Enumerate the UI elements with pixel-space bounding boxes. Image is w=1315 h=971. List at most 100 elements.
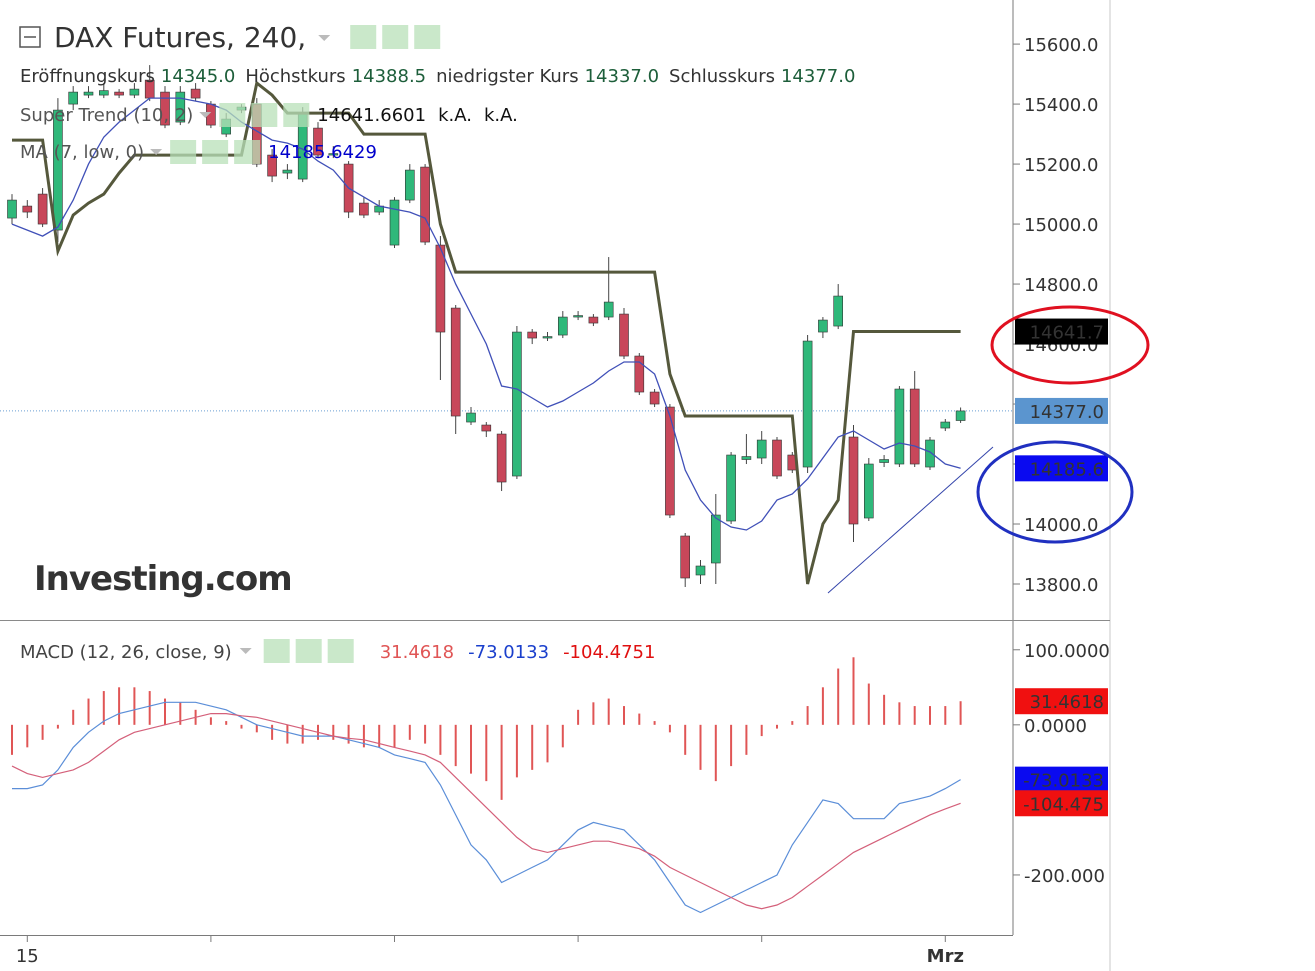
candle-body xyxy=(267,154,277,177)
indicator-value: 14185.6429 xyxy=(268,142,377,163)
ohlc-label: niedrigster Kurs xyxy=(436,66,578,87)
indicator-name: MA (7, low, 0) xyxy=(20,142,144,163)
macd-value: -104.4751 xyxy=(563,642,655,663)
candle-body xyxy=(756,439,767,459)
candle-body xyxy=(435,244,446,333)
last-value-box xyxy=(1015,397,1108,424)
indicator-button[interactable] xyxy=(327,639,354,663)
indicator-button[interactable] xyxy=(202,140,229,164)
candle-body xyxy=(680,535,691,579)
indicator-value: k.A. xyxy=(484,105,518,126)
indicator-name: Super Trend (10, 2) xyxy=(20,105,193,126)
candle-body xyxy=(190,88,201,99)
candle-body xyxy=(894,388,905,465)
last-value-label: 14377.0 xyxy=(1030,402,1104,423)
dropdown-arrow[interactable] xyxy=(150,149,163,155)
candle-body xyxy=(603,301,614,318)
highlight-ellipse xyxy=(990,305,1150,385)
ohlc-value: 14345.0 xyxy=(161,66,235,87)
candle-body xyxy=(879,459,889,463)
indicator-button[interactable] xyxy=(251,103,278,127)
candle-body xyxy=(175,91,186,123)
candle-body xyxy=(619,313,629,357)
x-tick-label: 15 xyxy=(16,946,39,967)
indicator-button[interactable] xyxy=(414,25,441,49)
candle-body xyxy=(940,421,951,429)
macd-value: 31.4618 xyxy=(380,642,454,663)
candle-body xyxy=(68,91,78,105)
indicator-button[interactable] xyxy=(234,140,261,164)
candle-body xyxy=(481,424,492,432)
macd-legend: MACD (12, 26, close, 9) 31.4618 -73.0133 -1… xyxy=(20,642,655,663)
indicator-button[interactable] xyxy=(170,140,197,164)
candle-body xyxy=(404,169,415,201)
candle-body xyxy=(802,340,813,468)
candle-body xyxy=(726,454,736,522)
candle-body xyxy=(22,205,33,213)
candle-body xyxy=(160,91,170,126)
candle-body xyxy=(282,169,293,174)
candle-body xyxy=(863,463,874,519)
y-tick-label: 15200.0 xyxy=(1024,155,1098,176)
candle-body xyxy=(710,514,721,564)
ohlc-value: 14388.5 xyxy=(352,66,426,87)
y-tick-label: 13800.0 xyxy=(1024,575,1098,596)
candle-body xyxy=(665,406,675,516)
indicator-name: MACD (12, 26, close, 9) xyxy=(20,642,232,663)
macd-value: -73.0133 xyxy=(468,642,549,663)
candle-body xyxy=(527,331,538,339)
indicator-button[interactable] xyxy=(263,639,290,663)
macd-line xyxy=(11,713,961,910)
indicator-value: 14641.6601 xyxy=(317,105,426,126)
dropdown-arrow[interactable] xyxy=(239,648,252,654)
watermark: Investing.com xyxy=(34,559,292,599)
last-value-box xyxy=(1015,688,1108,715)
axis-labels: 13800.014000.014200.014400.014600.014800… xyxy=(16,35,1110,967)
candle-body xyxy=(7,199,17,219)
candle-body xyxy=(313,127,323,156)
indicator-button[interactable] xyxy=(382,25,409,49)
candle-body xyxy=(53,109,63,231)
candle-body xyxy=(496,433,507,483)
candle-body xyxy=(420,166,430,243)
candle-body xyxy=(359,202,369,216)
candle-body xyxy=(848,436,859,525)
candle-body xyxy=(573,315,583,318)
candle-body xyxy=(955,410,966,421)
x-tick-label: Mrz xyxy=(927,946,964,967)
candle-body xyxy=(772,439,782,477)
chart-background xyxy=(0,0,1110,971)
indicator-line xyxy=(11,97,961,531)
candle-body xyxy=(818,319,828,333)
candle-body xyxy=(389,199,400,246)
highlight-ellipse xyxy=(976,440,1134,544)
candle-body xyxy=(83,91,94,96)
trend-line xyxy=(827,446,994,594)
indicator-legend: MA (7, low, 0) 14185.6429 xyxy=(20,142,377,163)
dropdown-arrow[interactable] xyxy=(318,35,331,41)
candle-body xyxy=(542,336,553,339)
indicator-button[interactable] xyxy=(295,639,322,663)
candle-body xyxy=(37,193,48,225)
ohlc-label: Schlusskurs xyxy=(669,66,775,87)
y-tick-label: 0.0000 xyxy=(1024,716,1087,737)
plot-area xyxy=(0,65,1013,914)
last-value-box xyxy=(1015,766,1108,793)
dropdown-arrow[interactable] xyxy=(199,112,212,118)
last-value-box xyxy=(1015,455,1108,482)
candle-body xyxy=(925,439,935,468)
y-tick-label: -200.000 xyxy=(1024,866,1105,887)
collapse-button[interactable] xyxy=(19,26,41,48)
ohlc-label: Eröffnungskurs xyxy=(20,66,155,87)
indicator-button[interactable] xyxy=(219,103,246,127)
indicator-legend: Super Trend (10, 2) 14641.6601 k.A. k.A. xyxy=(20,105,518,126)
y-tick-label: 14000.0 xyxy=(1024,515,1098,536)
macd-line xyxy=(12,701,961,914)
indicator-button[interactable] xyxy=(350,25,377,49)
last-value-label: -73.0133 xyxy=(1023,771,1104,792)
candle-body xyxy=(634,355,645,393)
candle-body xyxy=(450,307,461,417)
indicator-button[interactable] xyxy=(283,103,310,127)
last-value-label: -104.475 xyxy=(1023,794,1104,815)
